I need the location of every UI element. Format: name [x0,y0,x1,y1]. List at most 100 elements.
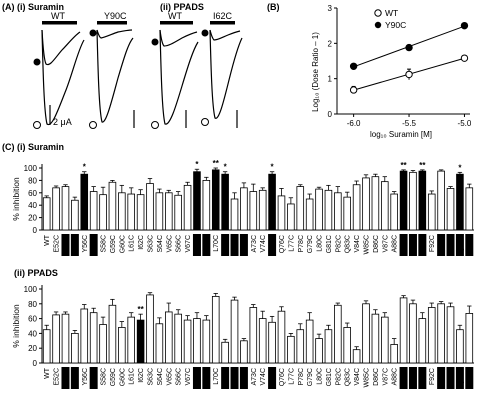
bar-s64c [155,192,164,231]
data-point-wt [405,70,413,79]
panel-c-ii-label: (ii) PPADS [14,268,58,278]
y90c-trace-with-antagonist [96,29,133,39]
bar-i69c [202,179,211,231]
legend-filled-marker [374,21,382,29]
category-label: A94C [448,368,455,386]
category-label: V91C [420,235,427,253]
category-label: A73C [251,235,258,253]
bar-g60c [118,327,126,364]
bar-d89c [399,297,408,364]
filled-circle-marker [89,29,97,37]
bar-g72c [230,299,239,364]
category-label: P78C [298,368,305,386]
category-highlight [465,234,474,256]
significance-mark: * [458,163,462,172]
bar-v74c [258,318,267,364]
category-highlight [89,367,98,389]
bar-l80c [315,188,323,231]
bar-l70c [211,295,220,364]
bar-k68c [193,171,201,231]
category-highlight [230,234,239,256]
category-label: T75C [270,235,277,252]
bar-v87c [381,316,389,364]
x-axis-label: log₁₀ Suramin [M] [370,130,432,139]
bar-v65c [165,311,173,364]
y90c-trace-control [96,29,134,123]
bar-a88c [390,193,398,231]
bar-s66c [174,313,182,364]
bar-a94c [446,306,455,364]
bar-q95c [456,173,464,231]
significance-mark: * [195,160,199,169]
category-label: L61C [129,235,136,252]
bar-v67c [183,319,192,364]
significance-mark: ** [419,161,426,170]
bar-wt [42,329,51,364]
bar-g81c [324,329,333,364]
bar-s58c [99,324,107,364]
category-label: A94C [448,235,455,253]
category-label: A88C [392,368,399,386]
category-highlight [230,367,239,389]
category-label: L77C [288,368,295,385]
bar-a73c [249,307,258,364]
wt-ppads-agonist-bar [160,21,193,25]
bar-g60c [118,192,126,231]
category-highlight [437,367,446,389]
category-highlight [70,234,79,256]
bar-g96c [465,187,474,231]
bar-v87c [381,181,389,231]
category-label: Y90C [410,235,417,253]
category-label: K68C [194,235,201,253]
significance-mark: * [224,163,228,172]
bar-q95c [456,329,464,364]
open-circle-marker [151,121,159,129]
bar-v67c [183,184,192,231]
y-tick-label: 0 [33,226,38,235]
category-highlight [192,234,201,256]
category-label: Y56C [82,235,89,253]
y-tick-label: 20 [28,344,37,353]
category-label: V65C [166,235,173,253]
category-label: L72C [241,368,248,385]
category-label: L70C [213,368,220,385]
category-highlight [221,234,230,256]
category-label: Q95C [457,235,464,253]
category-label: V67C [185,368,192,386]
bar-d86c [371,176,380,231]
category-label: S64C [157,368,164,386]
legend-y90c: Y90C [385,20,406,30]
category-label: A73C [251,368,258,386]
ppads-bar-chart: % inhibition 0 20 40 60 80 100 WT E52C K53C Y55C Y5… [11,285,474,389]
significance-mark: ** [137,305,144,314]
category-label: V74C [260,368,267,386]
bar-g79c [305,319,314,364]
bar-l72c [240,187,248,231]
bar-i69c [202,319,211,364]
bar-t75c [268,321,276,364]
category-label: G79C [307,235,314,253]
trace-label-wt-i: WT [51,11,65,21]
category-label: V67C [185,235,192,253]
category-highlight [446,367,455,389]
category-highlight [202,367,211,389]
bar-a94c [446,188,455,231]
bar-p93c [437,303,445,364]
legend-wt: WT [385,8,398,18]
bar-p78c [296,329,305,364]
significance-mark: ** [213,159,220,168]
category-label: Y55C [72,235,79,253]
category-label: F92C [429,368,436,385]
bar-p93c [437,170,445,231]
legend-open-marker [374,9,382,17]
y-axis-label: % inhibition [11,304,21,348]
category-label: L61C [129,368,136,385]
data-point-y90c [460,21,469,30]
y-tick-label: 60 [28,315,37,324]
y-tick-label: 60 [28,189,37,198]
category-label: K53C [63,235,70,253]
bar-i62c [136,319,145,364]
bar-q76c [277,310,286,364]
category-label: Q57C [91,235,98,253]
category-label: Y90C [410,368,417,386]
